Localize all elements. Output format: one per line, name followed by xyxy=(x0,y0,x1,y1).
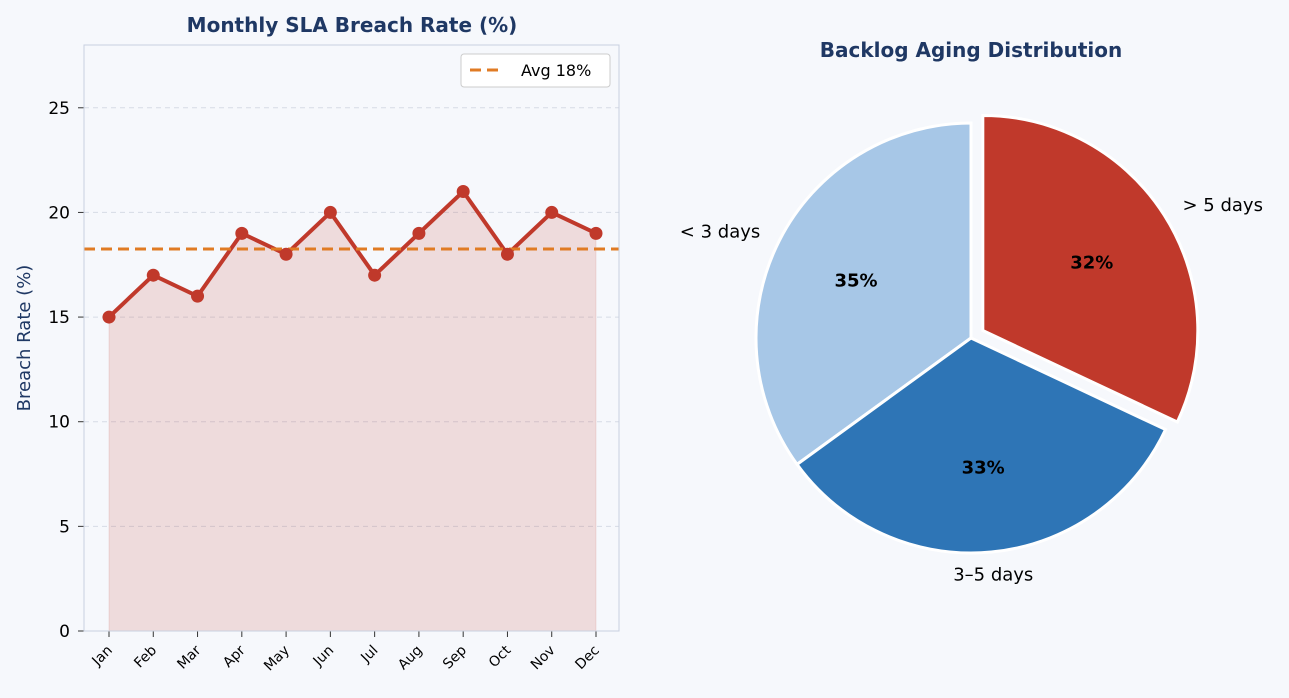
x-tick-label: Feb xyxy=(131,642,160,671)
pie-category-label: > 5 days xyxy=(1183,195,1263,216)
pie-chart-title: Backlog Aging Distribution xyxy=(820,38,1123,62)
y-tick-label: 20 xyxy=(48,203,70,223)
pie-percent-label: 35% xyxy=(835,270,878,291)
data-point-aug xyxy=(412,226,426,240)
line-chart-y-axis: 0 5 10 15 20 25 xyxy=(48,99,84,642)
pie-percent-label: 32% xyxy=(1070,252,1113,273)
line-chart-grid xyxy=(84,107,619,527)
data-point-sep xyxy=(456,185,470,198)
breach-points xyxy=(102,185,603,324)
x-tick-label: Sep xyxy=(440,642,470,672)
pie-chart: Backlog Aging Distribution 35% < 3 days 33… xyxy=(680,38,1263,585)
pie-slices xyxy=(754,113,1200,555)
pie-labels: 35% < 3 days 33% 3–5 days 32% > 5 days xyxy=(680,195,1263,586)
y-tick-label: 25 xyxy=(48,99,70,119)
data-point-dec xyxy=(589,226,603,240)
y-tick-label: 0 xyxy=(59,622,70,642)
data-point-may xyxy=(279,247,293,261)
line-chart: Monthly SLA Breach Rate (%) 0 5 10 15 20 25 J… xyxy=(14,13,620,674)
x-tick-label: Dec xyxy=(572,643,602,673)
x-tick-label: Aug xyxy=(395,643,426,674)
data-point-oct xyxy=(500,247,514,261)
data-point-apr xyxy=(235,226,249,240)
breach-series-line xyxy=(107,189,597,319)
y-axis-label: Breach Rate (%) xyxy=(14,265,35,412)
data-point-mar xyxy=(191,289,205,303)
y-tick-label: 10 xyxy=(48,413,70,433)
pie-percent-label: 33% xyxy=(962,457,1005,478)
line-chart-frame xyxy=(83,44,620,632)
x-tick-label: Apr xyxy=(220,642,249,671)
x-tick-label: Jan xyxy=(89,643,116,670)
data-point-jan xyxy=(102,310,116,324)
data-point-feb xyxy=(146,268,160,282)
pie-slice-0 xyxy=(754,121,973,467)
pie-slice-2 xyxy=(981,113,1200,425)
x-tick-label: Jun xyxy=(310,643,337,670)
data-point-jul xyxy=(368,268,382,282)
data-point-nov xyxy=(545,205,559,219)
x-tick-label: Jul xyxy=(357,643,381,667)
pie-category-label: < 3 days xyxy=(680,222,760,243)
data-point-jun xyxy=(323,205,337,219)
y-tick-label: 15 xyxy=(48,308,70,328)
y-tick-label: 5 xyxy=(59,517,70,537)
x-tick-label: Nov xyxy=(528,643,559,674)
legend-label: Avg 18% xyxy=(521,61,591,80)
pie-category-label: 3–5 days xyxy=(953,564,1033,585)
line-chart-plot-area xyxy=(84,45,619,631)
line-chart-legend: Avg 18% xyxy=(460,53,611,88)
x-tick-label: Oct xyxy=(486,642,515,671)
x-tick-label: Mar xyxy=(174,642,204,672)
line-chart-title: Monthly SLA Breach Rate (%) xyxy=(187,13,518,37)
pie-slice-1 xyxy=(794,336,1168,555)
legend-box xyxy=(460,53,611,88)
line-chart-x-axis: Jan Feb Mar Apr May Jun Jul Aug Sep Oct Nov Dec xyxy=(89,631,603,674)
x-tick-label: May xyxy=(261,643,293,675)
